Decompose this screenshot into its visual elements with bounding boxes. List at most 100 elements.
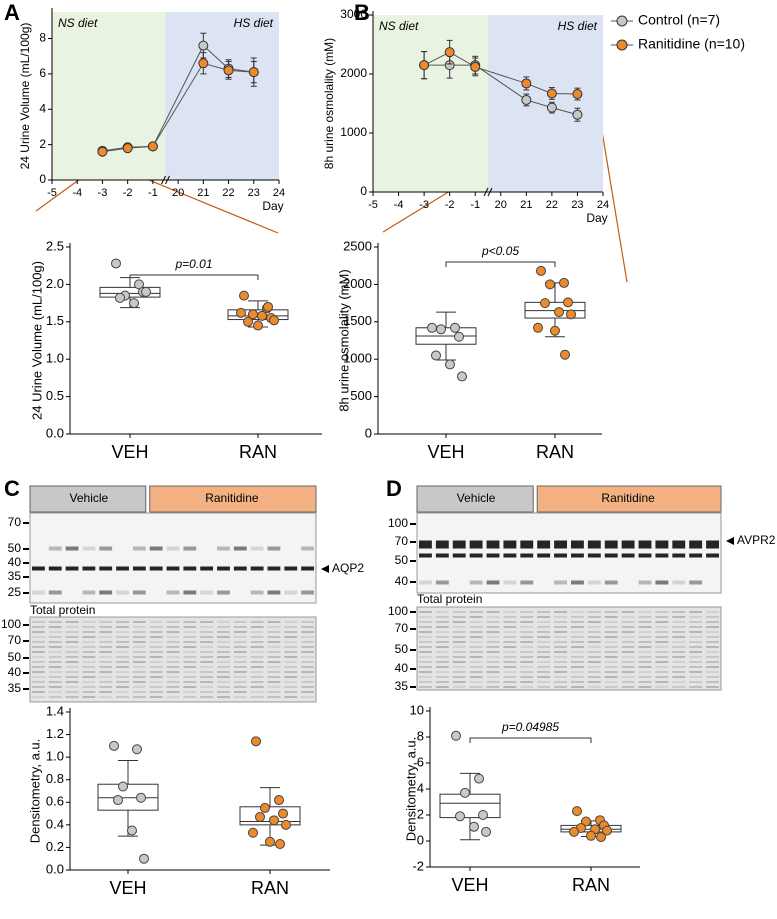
total-protein-band	[82, 681, 96, 683]
total-protein-band	[655, 636, 669, 638]
total-protein-band	[621, 616, 635, 618]
total-protein-band	[65, 641, 79, 643]
total-protein-band	[116, 651, 129, 653]
total-protein-band	[604, 676, 618, 678]
total-protein-band	[503, 656, 517, 658]
total-protein-band	[65, 666, 79, 668]
y-tick-label: 0.2	[46, 839, 64, 854]
blot-band	[419, 553, 432, 558]
total-protein-band	[233, 621, 247, 623]
total-protein-band	[65, 681, 79, 683]
total-protein-band	[672, 676, 686, 678]
total-protein-band	[217, 631, 230, 633]
total-protein-band	[469, 611, 483, 613]
x-tick-label: 23	[248, 187, 260, 199]
total-protein-band	[503, 666, 517, 668]
total-protein-band	[217, 661, 230, 663]
blot-band	[82, 590, 96, 595]
total-protein-band	[267, 651, 281, 653]
mw-label: 25	[8, 585, 22, 599]
total-protein-band	[132, 651, 146, 653]
total-protein-band	[486, 671, 500, 673]
total-protein-band	[267, 636, 281, 638]
total-protein-band	[452, 651, 466, 653]
total-protein-band	[604, 641, 618, 643]
total-protein-band	[32, 686, 45, 688]
blot-band	[672, 540, 686, 549]
total-protein-band	[604, 666, 618, 668]
total-protein-band	[301, 651, 314, 653]
data-point	[136, 792, 146, 803]
total-protein-band	[166, 676, 180, 678]
target-label: AQP2	[332, 561, 364, 575]
blot-band	[217, 590, 230, 595]
data-point	[111, 258, 121, 269]
data-point	[427, 322, 437, 333]
total-protein-band	[233, 696, 247, 698]
total-protein-band	[166, 666, 180, 668]
total-protein-band	[537, 646, 551, 648]
total-protein-band	[419, 676, 432, 678]
total-protein-band	[655, 651, 669, 653]
total-protein-band	[571, 646, 584, 648]
total-protein-band	[435, 636, 449, 638]
total-protein-band	[82, 666, 96, 668]
total-protein-band	[301, 646, 314, 648]
total-protein-band	[116, 696, 129, 698]
total-protein-band	[233, 671, 247, 673]
total-protein-band	[672, 681, 686, 683]
total-protein-band	[486, 616, 500, 618]
total-protein-band	[99, 696, 113, 698]
total-protein-band	[132, 646, 146, 648]
mw-label: 100	[388, 516, 408, 530]
total-protein-band	[217, 621, 230, 623]
y-tick-label: 0.5	[46, 388, 64, 403]
total-protein-band	[48, 631, 62, 633]
data-point	[521, 78, 532, 89]
data-point	[223, 65, 234, 76]
total-protein-band	[554, 641, 567, 643]
y-tick-label: 0	[365, 425, 372, 440]
total-protein-band	[621, 666, 635, 668]
y-tick-label: 1000	[343, 351, 372, 366]
mw-label: 50	[395, 642, 409, 656]
data-point	[269, 815, 279, 826]
total-protein-band	[503, 611, 517, 613]
total-protein-band	[183, 656, 197, 658]
total-protein-band	[672, 651, 686, 653]
data-point	[122, 143, 133, 154]
region-label: NS diet	[58, 16, 98, 30]
total-protein-band	[469, 671, 483, 673]
total-protein-band	[689, 671, 703, 673]
total-protein-band	[284, 671, 298, 673]
total-protein-band	[604, 651, 618, 653]
total-protein-band	[435, 656, 449, 658]
total-protein-band	[99, 626, 113, 628]
total-protein-band	[520, 676, 534, 678]
total-protein-band	[183, 666, 197, 668]
total-protein-band	[689, 631, 703, 633]
total-protein-band	[419, 616, 432, 618]
total-protein-band	[250, 676, 264, 678]
total-protein-band	[604, 626, 618, 628]
total-protein-band	[689, 616, 703, 618]
total-protein-band	[554, 621, 567, 623]
total-protein-band	[65, 686, 79, 688]
total-protein-band	[435, 681, 449, 683]
total-protein-band	[116, 691, 129, 693]
total-protein-band	[655, 661, 669, 663]
x-tick-label: -2	[123, 187, 133, 199]
total-protein-band	[48, 676, 62, 678]
total-protein-band	[435, 641, 449, 643]
total-protein-band	[604, 656, 618, 658]
total-protein-band	[116, 676, 129, 678]
total-protein-band	[250, 626, 264, 628]
total-protein-band	[571, 676, 584, 678]
blot-band	[217, 566, 230, 571]
total-protein-band	[689, 651, 703, 653]
total-protein-band	[233, 651, 247, 653]
blot-band	[284, 566, 298, 571]
data-point	[281, 819, 291, 830]
total-protein-band	[587, 661, 601, 663]
total-protein-band	[503, 641, 517, 643]
